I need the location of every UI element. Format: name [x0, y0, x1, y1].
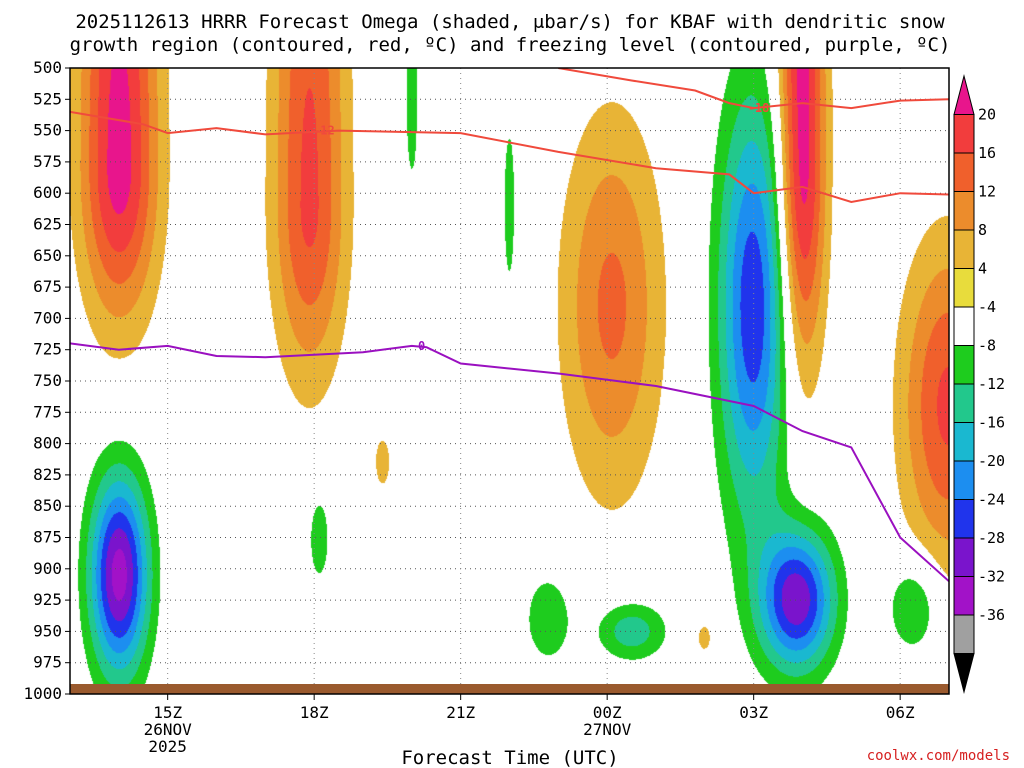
freezing-level-0-line	[70, 342, 949, 583]
y-tick-label: 825	[33, 465, 62, 484]
colorbar-swatch	[953, 152, 975, 192]
x-tick-date: 27NOV	[583, 720, 632, 739]
colorbar-tick-label: -12	[978, 375, 1005, 393]
x-tick-year: 2025	[148, 737, 187, 756]
colorbar-tick-label: 16	[978, 144, 996, 162]
colorbar-swatch	[953, 345, 975, 385]
colorbar-tick-label: 20	[978, 106, 996, 124]
colorbar-tick-label: -32	[978, 568, 1005, 586]
colorbar-swatch	[953, 383, 975, 423]
colorbar-tick-label: 8	[978, 221, 987, 239]
y-tick-label: 950	[33, 621, 62, 640]
colorbar-tick-label: -28	[978, 529, 1005, 547]
y-tick-label: 675	[33, 277, 62, 296]
colorbar: 20 16 12 8 4 -4 -8 -12 -16 -20 -24 -28 -32 -36	[953, 74, 1005, 694]
y-tick-label: 525	[33, 89, 62, 108]
y-tick-label: 900	[33, 559, 62, 578]
colorbar-swatch	[953, 576, 975, 616]
colorbar-tick-label: -24	[978, 491, 1005, 509]
y-tick-label: 725	[33, 340, 62, 359]
y-tick-label: 550	[33, 121, 62, 140]
y-tick-label: 800	[33, 434, 62, 453]
colorbar-tick-label: -4	[978, 298, 996, 316]
y-tick-label: 850	[33, 496, 62, 515]
colorbar-tick-label: -8	[978, 337, 996, 355]
x-tick-label: 03Z	[739, 703, 768, 722]
y-tick-label: 625	[33, 215, 62, 234]
credit-text[interactable]: coolwx.com/models	[867, 748, 1010, 764]
freezing-level-0-label: 0	[418, 339, 425, 353]
colorbar-swatch-bottom-arrow	[953, 653, 975, 694]
colorbar-tick-label: -20	[978, 452, 1005, 470]
colorbar-swatch	[953, 537, 975, 577]
y-tick-label: 975	[33, 653, 62, 672]
chart-title-line2: growth region (contoured, red, ºC) and f…	[70, 34, 951, 56]
dendritic-minus18-label: -18	[748, 101, 770, 115]
chart-title-line1: 2025112613 HRRR Forecast Omega (shaded, …	[75, 11, 945, 33]
y-tick-label: 875	[33, 528, 62, 547]
colorbar-swatch-top-arrow	[953, 74, 975, 115]
y-tick-label: 650	[33, 246, 62, 265]
colorbar-swatch	[953, 229, 975, 269]
colorbar-tick-label: 4	[978, 260, 987, 278]
colorbar-tick-label: -36	[978, 606, 1005, 624]
x-tick-label: 15Z	[153, 703, 182, 722]
omega-shaded-field	[70, 68, 949, 694]
x-tick-label: 21Z	[446, 703, 475, 722]
y-tick-label: 750	[33, 371, 62, 390]
colorbar-swatch	[953, 191, 975, 231]
x-tick-label: 06Z	[886, 703, 915, 722]
colorbar-swatch	[953, 422, 975, 462]
y-tick-label: 1000	[23, 684, 62, 703]
y-tick-label: 925	[33, 590, 62, 609]
plot-area: -12 -18 0	[69, 67, 950, 695]
y-tick-label: 500	[33, 58, 62, 77]
x-tick-date: 26NOV	[144, 720, 193, 739]
colorbar-swatch	[953, 306, 975, 346]
y-tick-label: 775	[33, 402, 62, 421]
colorbar-swatch	[953, 460, 975, 500]
dendritic-minus18-line	[558, 68, 949, 110]
y-axis: 500 525 550 575 600 625 650 675 700 725 750 775 800 8…	[23, 58, 70, 703]
colorbar-swatch	[953, 114, 975, 154]
colorbar-swatch	[953, 499, 975, 539]
x-tick-label: 00Z	[593, 703, 622, 722]
dendritic-minus12-label: -12	[313, 124, 335, 138]
dendritic-minus12-line	[70, 110, 949, 204]
colorbar-tick-label: 12	[978, 183, 996, 201]
contours: -12 -18 0	[70, 68, 949, 583]
colorbar-tick-label: -16	[978, 414, 1005, 432]
y-tick-label: 600	[33, 183, 62, 202]
y-tick-label: 700	[33, 308, 62, 327]
colorbar-swatch	[953, 268, 975, 308]
ground-surface	[70, 684, 949, 694]
y-tick-label: 575	[33, 152, 62, 171]
x-axis-label: Forecast Time (UTC)	[401, 747, 618, 768]
x-tick-label: 18Z	[300, 703, 329, 722]
colorbar-swatch	[953, 614, 975, 654]
